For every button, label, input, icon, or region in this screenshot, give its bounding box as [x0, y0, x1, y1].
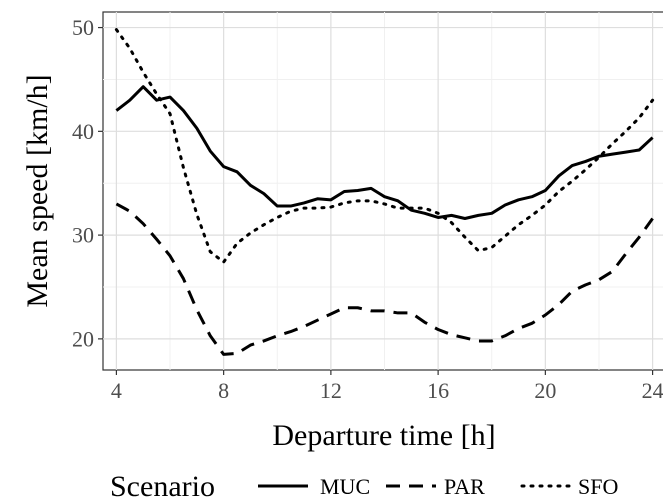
- x-axis-ticks: 4 8 12 16 20 24: [111, 370, 663, 403]
- y-axis-title: Mean speed [km/h]: [21, 74, 54, 307]
- legend-label-muc: MUC: [320, 474, 370, 499]
- x-axis-title: Departure time [h]: [272, 419, 495, 452]
- legend-label-sfo: SFO: [578, 474, 618, 499]
- plot-panel: [102, 11, 663, 371]
- x-tick-label: 24: [642, 378, 663, 403]
- series-lines: [114, 28, 655, 356]
- x-tick-label: 20: [534, 378, 556, 403]
- y-axis-ticks: 20 30 40 50: [72, 15, 103, 351]
- legend-title: Scenario: [110, 470, 215, 501]
- x-tick-label: 16: [427, 378, 449, 403]
- series-line-muc: [115, 85, 654, 220]
- y-tick-label: 30: [72, 223, 94, 248]
- y-tick-label: 20: [72, 326, 94, 351]
- series-line-sfo: [114, 28, 655, 264]
- legend-label-par: PAR: [444, 474, 485, 499]
- x-tick-label: 8: [218, 378, 229, 403]
- y-tick-label: 50: [72, 15, 94, 40]
- y-tick-label: 40: [72, 119, 94, 144]
- legend: Scenario MUC PAR SFO: [110, 470, 618, 501]
- x-tick-label: 12: [320, 378, 342, 403]
- x-tick-label: 4: [111, 378, 122, 403]
- series-line-par: [115, 202, 654, 356]
